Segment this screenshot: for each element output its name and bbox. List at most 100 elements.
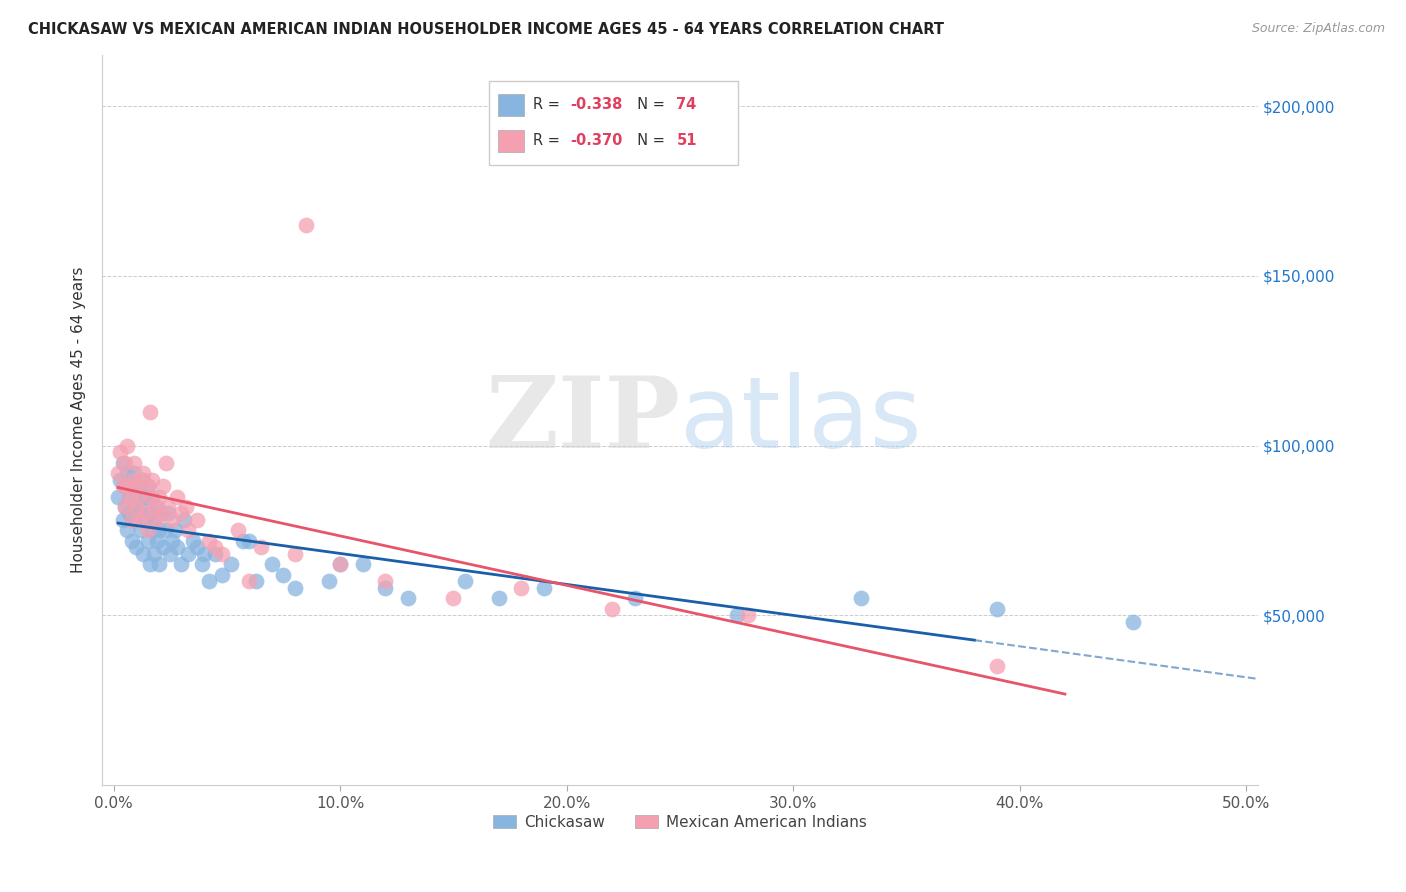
Point <box>155 456 177 470</box>
Point <box>121 473 143 487</box>
Point <box>129 473 152 487</box>
Text: R =: R = <box>533 133 565 148</box>
Point <box>118 507 141 521</box>
Point <box>129 524 152 538</box>
Point <box>143 547 166 561</box>
Point <box>136 479 159 493</box>
Point <box>111 456 134 470</box>
Point <box>163 524 186 538</box>
Point <box>118 490 141 504</box>
Point <box>132 466 155 480</box>
Point <box>211 567 233 582</box>
Text: -0.370: -0.370 <box>569 133 623 148</box>
Point <box>115 524 138 538</box>
Point <box>273 567 295 582</box>
Point <box>110 445 132 459</box>
Point <box>197 574 219 589</box>
Point <box>453 574 475 589</box>
Bar <box>499 94 524 116</box>
Point <box>110 473 132 487</box>
Legend: Chickasaw, Mexican American Indians: Chickasaw, Mexican American Indians <box>486 808 873 836</box>
Point <box>129 500 152 514</box>
Point <box>114 456 136 470</box>
Point <box>136 533 159 548</box>
Point <box>156 507 179 521</box>
Point <box>118 490 141 504</box>
Point <box>121 479 143 493</box>
Point <box>134 490 156 504</box>
Point <box>232 533 254 548</box>
Point <box>226 524 249 538</box>
Bar <box>499 130 524 153</box>
Point <box>186 541 208 555</box>
Text: atlas: atlas <box>681 372 921 468</box>
Point <box>148 524 170 538</box>
Point <box>114 500 136 514</box>
Point <box>986 601 1008 615</box>
Point <box>127 507 149 521</box>
Point <box>141 490 163 504</box>
Point <box>262 558 284 572</box>
Point <box>374 581 396 595</box>
Point <box>186 513 208 527</box>
Point <box>725 608 748 623</box>
Point <box>121 513 143 527</box>
Point <box>166 541 188 555</box>
Text: -0.338: -0.338 <box>569 96 623 112</box>
Point <box>177 524 200 538</box>
Point <box>374 574 396 589</box>
Point <box>162 513 184 527</box>
Point <box>139 507 162 521</box>
Text: 51: 51 <box>676 133 697 148</box>
Point <box>122 466 145 480</box>
Point <box>155 524 177 538</box>
Point <box>114 479 136 493</box>
Point <box>136 524 159 538</box>
Point <box>145 513 167 527</box>
Y-axis label: Householder Income Ages 45 - 64 years: Householder Income Ages 45 - 64 years <box>72 267 86 574</box>
Point <box>488 591 510 606</box>
Point <box>181 533 204 548</box>
Point <box>111 513 134 527</box>
Point <box>150 507 173 521</box>
Point <box>737 608 759 623</box>
Point <box>441 591 464 606</box>
Point <box>143 500 166 514</box>
Point <box>127 490 149 504</box>
Point <box>245 574 267 589</box>
Text: 74: 74 <box>676 96 696 112</box>
Text: Source: ZipAtlas.com: Source: ZipAtlas.com <box>1251 22 1385 36</box>
Point <box>510 581 533 595</box>
Point <box>1122 615 1144 629</box>
Point <box>329 558 352 572</box>
Point <box>533 581 555 595</box>
Point <box>115 466 138 480</box>
Point <box>295 218 318 232</box>
Point <box>145 533 167 548</box>
Point <box>600 601 623 615</box>
Point <box>159 547 181 561</box>
Point <box>139 558 162 572</box>
Point <box>177 547 200 561</box>
Point <box>127 479 149 493</box>
Point <box>352 558 374 572</box>
Point <box>125 500 148 514</box>
Point <box>125 490 148 504</box>
Point <box>211 547 233 561</box>
Point <box>193 547 215 561</box>
Point <box>152 541 174 555</box>
Point <box>284 547 307 561</box>
Point <box>132 473 155 487</box>
Point <box>107 466 129 480</box>
Point <box>170 507 193 521</box>
Point <box>156 500 179 514</box>
Point <box>197 533 219 548</box>
Point <box>986 659 1008 673</box>
Point <box>191 558 214 572</box>
Point <box>134 507 156 521</box>
Text: N =: N = <box>628 96 669 112</box>
FancyBboxPatch shape <box>489 80 738 165</box>
Point <box>162 533 184 548</box>
Text: R =: R = <box>533 96 565 112</box>
Point <box>174 500 197 514</box>
